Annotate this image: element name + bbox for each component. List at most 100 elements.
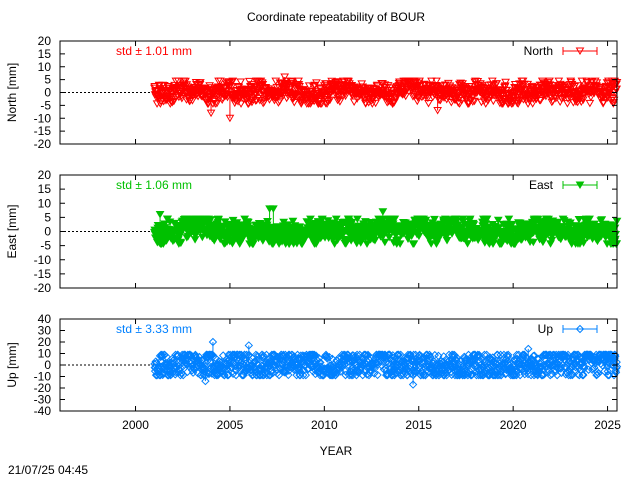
data-point bbox=[275, 97, 285, 106]
y-tick-label: -10 bbox=[34, 370, 52, 384]
data-point bbox=[306, 215, 315, 224]
data-point bbox=[611, 368, 621, 377]
outlier-point bbox=[244, 341, 254, 350]
data-point bbox=[551, 367, 560, 376]
legend-label: North bbox=[524, 44, 553, 58]
data-point bbox=[227, 83, 237, 91]
data-point bbox=[492, 80, 502, 88]
data-point bbox=[592, 79, 602, 87]
data-point bbox=[372, 81, 382, 90]
data-point bbox=[545, 370, 555, 380]
data-point bbox=[567, 80, 577, 89]
y-tick-label: 10 bbox=[38, 60, 52, 74]
data-point bbox=[603, 361, 612, 370]
data-point bbox=[579, 370, 588, 380]
data-point bbox=[409, 240, 419, 248]
data-point bbox=[597, 216, 607, 224]
data-point bbox=[577, 77, 587, 86]
data-point bbox=[201, 87, 211, 95]
data-point bbox=[547, 369, 557, 379]
legend-marker bbox=[575, 47, 585, 55]
data-point bbox=[198, 355, 207, 365]
data-point bbox=[236, 100, 246, 108]
data-point bbox=[590, 77, 600, 86]
data-point bbox=[448, 350, 457, 360]
x-tick-label: 2020 bbox=[500, 418, 527, 432]
data-point bbox=[452, 217, 462, 226]
data-point bbox=[585, 215, 594, 224]
y-tick-label: -20 bbox=[34, 381, 52, 395]
data-point bbox=[378, 80, 387, 88]
data-point bbox=[469, 221, 479, 229]
data-point bbox=[228, 77, 238, 86]
data-point bbox=[384, 233, 394, 242]
data-point bbox=[312, 79, 321, 87]
y-tick-label: 10 bbox=[38, 347, 52, 361]
data-point bbox=[579, 362, 589, 371]
data-point bbox=[585, 99, 595, 108]
legend-north: North bbox=[524, 44, 598, 58]
data-point bbox=[176, 239, 186, 248]
x-tick-label: 2025 bbox=[594, 418, 621, 432]
legend-marker bbox=[575, 324, 585, 334]
data-point bbox=[553, 218, 563, 227]
y-tick-label: -30 bbox=[34, 393, 52, 407]
data-point bbox=[452, 353, 461, 362]
y-axis-label: Up [mm] bbox=[5, 342, 19, 387]
data-point bbox=[154, 362, 163, 372]
data-point bbox=[191, 350, 200, 360]
data-point bbox=[540, 370, 549, 379]
data-point bbox=[454, 94, 464, 103]
data-points-up bbox=[150, 337, 622, 389]
data-point bbox=[390, 215, 400, 224]
data-point bbox=[227, 78, 236, 87]
data-point bbox=[330, 240, 339, 248]
data-point bbox=[282, 363, 292, 373]
y-tick-label: -5 bbox=[40, 239, 51, 253]
data-point bbox=[325, 96, 335, 105]
data-point bbox=[362, 370, 372, 379]
data-point bbox=[425, 352, 435, 361]
data-point bbox=[574, 216, 584, 224]
data-point bbox=[231, 370, 241, 380]
data-point bbox=[310, 350, 319, 360]
data-point bbox=[580, 364, 589, 373]
data-point bbox=[603, 367, 612, 376]
data-point bbox=[353, 215, 362, 224]
data-point bbox=[421, 216, 431, 225]
data-point bbox=[400, 361, 409, 370]
data-point bbox=[434, 351, 443, 361]
data-point bbox=[556, 235, 566, 244]
data-point bbox=[331, 215, 341, 224]
data-point bbox=[596, 83, 606, 92]
outlier-point bbox=[225, 114, 235, 123]
data-point bbox=[504, 215, 514, 224]
data-point bbox=[237, 356, 246, 366]
data-point bbox=[306, 350, 316, 360]
data-point bbox=[173, 77, 183, 86]
data-point bbox=[515, 370, 525, 380]
data-point bbox=[303, 364, 313, 373]
data-point bbox=[218, 224, 228, 232]
data-point bbox=[341, 92, 350, 101]
data-point bbox=[243, 218, 253, 227]
outlier-point bbox=[280, 73, 290, 82]
data-point bbox=[370, 237, 380, 245]
data-point bbox=[528, 238, 538, 247]
y-tick-label: 30 bbox=[38, 324, 52, 338]
data-point bbox=[482, 215, 492, 224]
data-point bbox=[349, 98, 359, 106]
data-point bbox=[557, 95, 566, 103]
outlier-point bbox=[201, 376, 210, 386]
outlier-point bbox=[206, 109, 216, 118]
data-point bbox=[394, 236, 403, 244]
data-points-east bbox=[150, 205, 622, 248]
data-point bbox=[493, 350, 502, 360]
data-point bbox=[317, 100, 327, 108]
outlier-point bbox=[378, 208, 388, 216]
data-point bbox=[488, 97, 498, 106]
data-point bbox=[463, 240, 472, 248]
